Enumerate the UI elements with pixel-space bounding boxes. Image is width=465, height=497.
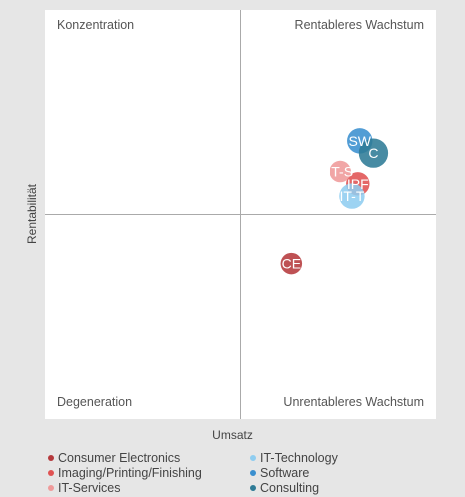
legend-label: IT-Technology [260,451,338,465]
bubble-label-it-t: IT-T [339,188,364,204]
legend-marker-icon [250,470,256,476]
bubble-ce[interactable] [280,252,303,275]
bubble-label-ipf: IPF [347,176,369,192]
legend-marker-icon [250,455,256,461]
quadrant-label-top-left: Konzentration [57,18,134,32]
bubble-it-s[interactable] [329,160,351,183]
chart-plot-area: Konzentration Rentableres Wachstum Degen… [45,10,436,419]
legend-item: IT-Services [48,481,121,495]
legend-label: Consulting [260,481,320,495]
quadrant-label-top-right: Rentableres Wachstum [295,18,424,32]
legend-item: Software [250,466,309,480]
legend-marker-icon [250,485,256,491]
bubble-label-it-s: IT-S [327,164,353,180]
quadrant-label-bottom-left: Degeneration [57,395,132,409]
bubble-label-ce: CE [282,256,301,272]
legend-marker-icon [48,470,54,476]
legend-marker-icon [48,455,54,461]
bubble-chart: Konzentration Rentableres Wachstum Degen… [45,10,436,419]
legend-label: Imaging/Printing/Finishing [58,466,202,480]
legend-item: Imaging/Printing/Finishing [48,466,202,480]
legend-item: Consulting [250,481,319,495]
legend-label: Software [260,466,310,480]
legend-item: IT-Technology [250,451,338,465]
bubble-label-c: C [368,145,378,161]
legend-label: IT-Services [58,481,121,495]
y-axis-label: Rentabilität [25,183,39,245]
quadrant-label-bottom-right: Unrentableres Wachstum [283,395,424,409]
x-axis-label: Umsatz [212,428,253,442]
bubble-c[interactable] [358,138,389,168]
bubble-it-t[interactable] [339,183,365,209]
bubble-label-sw: SW [348,133,371,149]
legend-label: Consumer Electronics [58,451,181,465]
legend-item: Consumer Electronics [48,451,180,465]
legend-marker-icon [48,485,54,491]
